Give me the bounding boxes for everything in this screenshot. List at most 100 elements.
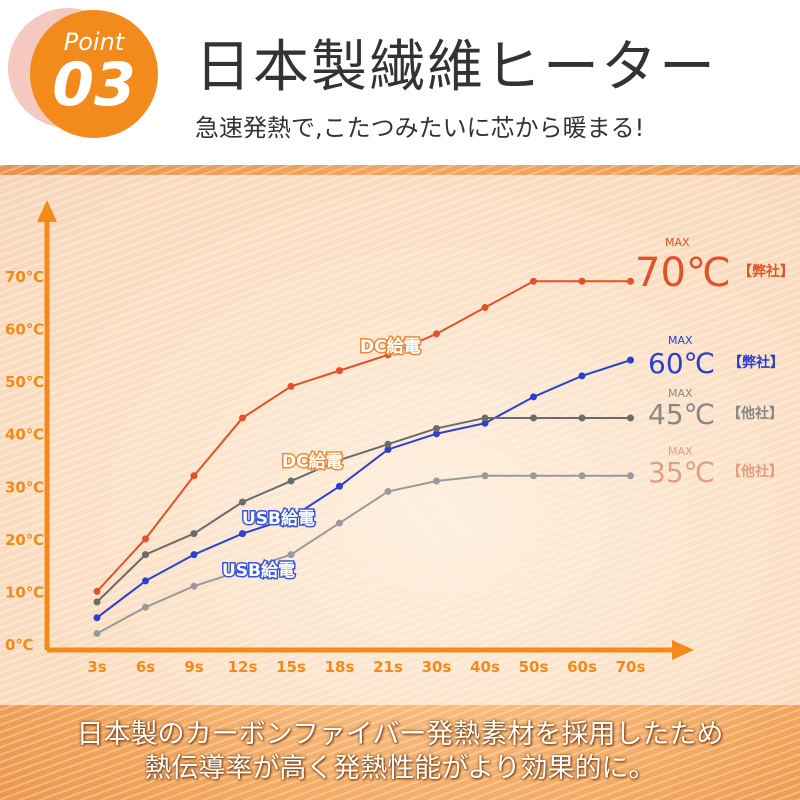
footer-caption: 日本製のカーボンファイバー発熱素材を採用したため 熱伝導率が高く発熱性能がより効… xyxy=(0,718,800,800)
series-line xyxy=(96,474,631,635)
y-tick-label: 30℃ xyxy=(5,478,44,496)
data-point xyxy=(142,577,149,585)
data-point xyxy=(287,382,295,390)
data-point xyxy=(239,498,246,506)
badge-point-label: Point xyxy=(63,28,125,56)
series-lines xyxy=(93,277,634,637)
max-value: 35℃ xyxy=(648,456,715,489)
data-point xyxy=(627,356,634,364)
data-point xyxy=(627,472,634,480)
data-point xyxy=(530,393,537,401)
y-tick-label: 40℃ xyxy=(5,426,44,444)
max-tag: MAX xyxy=(668,387,693,400)
series-name-label: DC給電 xyxy=(282,451,343,472)
x-tick-label: 30s xyxy=(422,658,452,676)
data-point xyxy=(287,551,295,559)
brand-label: 【弊社】 xyxy=(728,354,784,371)
data-point xyxy=(190,472,198,480)
data-point xyxy=(336,367,343,375)
x-tick-label: 70s xyxy=(616,658,646,676)
data-point xyxy=(336,456,343,464)
data-point xyxy=(433,330,440,338)
data-point xyxy=(384,488,392,496)
data-point xyxy=(627,414,634,422)
data-point xyxy=(384,445,392,453)
data-point xyxy=(530,277,537,285)
data-point xyxy=(239,414,246,422)
data-point xyxy=(384,351,392,359)
x-tick-label: 6s xyxy=(136,658,155,676)
data-point xyxy=(142,603,149,611)
header: Point 03 日本製繊維ヒーター 急速発熱で,こたつみたいに芯から暖まる! xyxy=(0,0,800,165)
y-tick-label: 60℃ xyxy=(5,321,44,339)
point-badge: Point 03 xyxy=(30,10,158,138)
brand-label: 【他社】 xyxy=(727,405,783,422)
y-tick-label: 10℃ xyxy=(5,583,44,601)
data-point xyxy=(239,566,246,574)
data-point xyxy=(481,419,489,427)
x-tick-label: 15s xyxy=(276,658,306,676)
brand-label: 【他社】 xyxy=(727,463,783,480)
x-tick-label: 50s xyxy=(519,658,549,676)
series-line xyxy=(96,359,631,619)
x-tick-label: 12s xyxy=(228,658,258,676)
footer-line-2: 熱伝導率が高く発熱性能がより効果的に。 xyxy=(144,753,656,784)
data-point xyxy=(190,530,198,538)
brand-label: 【弊社】 xyxy=(738,263,794,280)
data-point xyxy=(384,440,392,448)
series-name-label: USB給電 xyxy=(222,560,295,581)
max-tag: MAX xyxy=(665,236,690,249)
max-value: 45℃ xyxy=(648,398,715,431)
x-tick-labels: 3s 6s 9s 12s 15s 18s 21s 30s 40s 50s 60s 70s xyxy=(87,658,645,676)
data-point xyxy=(433,430,440,438)
footer-line-1: 日本製のカーボンファイバー発熱素材を採用したため xyxy=(76,719,724,750)
data-point xyxy=(142,551,149,559)
series-name-label: USB給電 xyxy=(242,508,315,529)
x-tick-label: 3s xyxy=(87,658,106,676)
data-point xyxy=(578,277,586,285)
data-point xyxy=(142,535,149,543)
x-tick-label: 60s xyxy=(567,658,597,676)
y-tick-label: 20℃ xyxy=(5,531,44,549)
data-point xyxy=(336,519,343,527)
data-point xyxy=(433,477,440,485)
data-point xyxy=(627,277,634,285)
data-point xyxy=(93,614,101,622)
data-point xyxy=(481,304,489,312)
max-tag: MAX xyxy=(668,445,693,458)
data-point xyxy=(578,472,586,480)
data-point xyxy=(481,414,489,422)
data-point xyxy=(190,551,198,559)
data-point xyxy=(239,530,246,538)
y-tick-labels: 0℃ 10℃ 20℃ 30℃ 40℃ 50℃ 60℃ 70℃ xyxy=(5,268,44,654)
data-point xyxy=(530,414,537,422)
max-value: 60℃ xyxy=(648,347,715,380)
data-point xyxy=(433,424,440,432)
page-subtitle: 急速発熱で,こたつみたいに芯から暖まる! xyxy=(195,114,645,142)
data-point xyxy=(481,472,489,480)
data-point xyxy=(530,472,537,480)
data-point xyxy=(578,414,586,422)
page-title: 日本製繊維ヒーター xyxy=(195,35,717,100)
y-tick-label: 0℃ xyxy=(5,636,34,654)
data-point xyxy=(93,598,101,606)
x-axis-arrow xyxy=(672,640,694,660)
max-tag: MAX xyxy=(668,334,693,347)
chart-axes xyxy=(37,200,694,660)
series-name-label: DC給電 xyxy=(360,336,421,357)
x-tick-label: 9s xyxy=(184,658,203,676)
max-value: 70℃ xyxy=(635,250,731,296)
data-point xyxy=(93,587,101,595)
data-point xyxy=(190,582,198,590)
series-line xyxy=(96,280,631,593)
data-point xyxy=(578,372,586,380)
badge-number: 03 xyxy=(52,50,136,120)
data-point xyxy=(287,514,295,522)
series-labels: DC給電 USB給電 DC給電 USB給電 xyxy=(221,335,423,583)
x-tick-label: 40s xyxy=(470,658,500,676)
series-line xyxy=(96,416,631,603)
y-tick-label: 50℃ xyxy=(5,373,44,391)
x-tick-label: 21s xyxy=(373,658,403,676)
